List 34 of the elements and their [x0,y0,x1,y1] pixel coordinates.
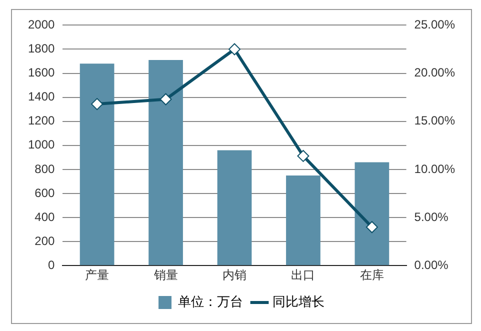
y-tick-label: 800 [34,162,56,176]
y2-tick-label: 15.00% [414,114,456,128]
x-tick-label: 在库 [360,268,384,282]
y2-tick-label: 25.00% [414,18,456,32]
y2-tick-label: 0.00% [414,258,449,272]
x-tick-label: 销量 [152,268,178,282]
y-tick-label: 2000 [28,18,56,32]
legend-label: 单位：万台 [178,294,243,310]
point [297,150,310,162]
bar [354,162,390,266]
x-tick-label: 内销 [222,268,246,282]
y-tick-label: 1200 [28,114,56,128]
y2-tick-label: 10.00% [414,162,456,176]
x-tick-label: 产量 [85,268,110,282]
y-tick-label: 0 [48,258,56,272]
point [228,43,240,56]
point [160,93,172,106]
y-tick-label: 200 [34,234,56,248]
point [91,98,104,110]
x-tick-label: 出口 [291,268,316,282]
bar [286,175,320,266]
y2-tick-label: 5.00% [414,210,449,224]
y-tick-label: 1400 [28,90,56,104]
y-tick-label: 1000 [28,138,56,152]
y2-tick-label: 20.00% [414,66,456,80]
y-tick-label: 1600 [28,66,56,80]
bar [80,64,114,266]
legend-label: 同比增长 [272,294,324,310]
y-tick-label: 1800 [28,42,56,56]
bar [217,150,252,266]
y-tick-label: 400 [34,210,56,224]
y-tick-label: 600 [34,186,56,200]
bar [148,60,183,266]
point [366,221,378,234]
